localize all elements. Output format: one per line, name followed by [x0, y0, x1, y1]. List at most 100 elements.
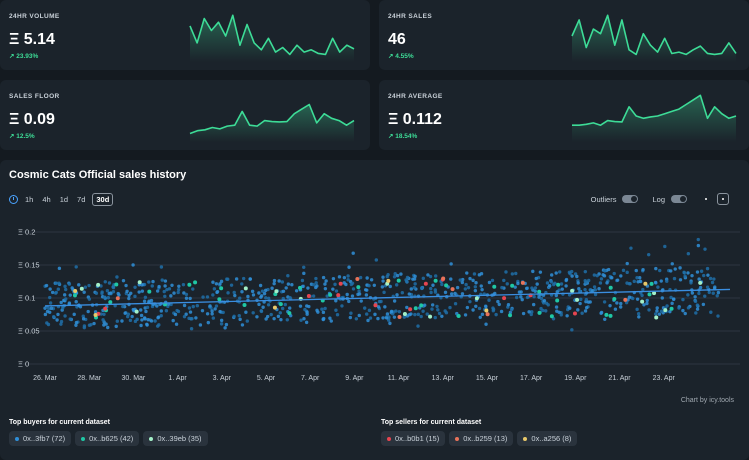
highlighted-sale-point — [456, 313, 461, 318]
sale-points — [43, 237, 721, 332]
sale-point — [261, 305, 265, 309]
sale-point — [195, 303, 200, 308]
sale-point — [681, 308, 685, 313]
top-buyers-list: 0x..3fb7 (72) 0x..b625 (42) 0x..39eb (35… — [9, 431, 208, 446]
small-dot-view-button[interactable] — [701, 194, 711, 204]
buyer-chip[interactable]: 0x..3fb7 (72) — [9, 431, 72, 446]
buyer-chip-label: 0x..b625 (42) — [89, 434, 134, 443]
sale-point — [159, 314, 163, 318]
sale-point — [413, 312, 417, 317]
sale-point — [125, 289, 129, 293]
sale-point — [538, 270, 543, 274]
sale-point — [145, 305, 150, 310]
sale-point — [573, 272, 578, 276]
highlighted-sale-point — [649, 281, 654, 286]
sale-point — [402, 315, 407, 319]
sale-point — [288, 306, 292, 310]
outliers-toggle[interactable] — [622, 195, 639, 203]
sale-point — [530, 286, 534, 290]
sale-point — [510, 307, 514, 312]
sale-point — [334, 299, 338, 303]
seller-chip-label: 0x..b259 (13) — [463, 434, 508, 443]
highlighted-sale-point — [274, 289, 279, 294]
range-30d-button[interactable]: 30d — [92, 193, 114, 206]
sales-scatter-chart[interactable]: Ξ 0 Ξ 0.05 Ξ 0.1 Ξ 0.15 Ξ 0.2 26. Mar 28. Mar 3… — [0, 218, 749, 393]
sale-point — [474, 281, 478, 285]
sale-point — [658, 268, 662, 273]
sale-point — [323, 306, 327, 311]
sale-point — [366, 318, 370, 323]
sale-point — [205, 295, 210, 299]
highlighted-sale-point — [397, 314, 402, 319]
sale-point — [635, 307, 639, 312]
x-tick-label: 23. Apr — [653, 375, 676, 382]
sale-point — [259, 295, 263, 299]
log-toggle[interactable] — [671, 195, 687, 203]
dot-icon — [705, 198, 707, 200]
sale-point — [431, 283, 435, 287]
sale-point — [494, 312, 498, 317]
sale-point — [681, 297, 685, 302]
sale-point — [673, 267, 677, 271]
sale-point — [429, 286, 433, 291]
sale-point — [368, 316, 373, 320]
sale-point — [549, 273, 554, 277]
highlighted-sale-point — [669, 306, 674, 311]
sale-point — [44, 283, 49, 288]
sale-point — [564, 277, 569, 282]
sale-point — [404, 278, 408, 282]
sale-point — [383, 305, 387, 309]
chart-options: Outliers Log — [591, 193, 729, 205]
sale-point — [601, 273, 605, 277]
sale-point — [226, 277, 230, 281]
sale-point — [174, 322, 179, 326]
sale-point — [135, 317, 139, 322]
sale-point — [48, 295, 52, 300]
sale-point — [280, 306, 285, 311]
sale-point — [232, 290, 236, 295]
highlighted-sale-point — [450, 287, 455, 292]
range-1d-button[interactable]: 1d — [59, 195, 69, 204]
sale-point — [198, 323, 203, 327]
sale-point — [279, 317, 283, 322]
large-dot-view-button[interactable] — [717, 193, 729, 205]
sale-point — [278, 311, 282, 315]
sale-point — [478, 315, 482, 319]
sale-point — [465, 271, 469, 275]
sparkline-area — [190, 15, 354, 62]
sale-point — [597, 287, 601, 291]
chart-credit[interactable]: Chart by icy.tools — [680, 397, 734, 404]
highlighted-sale-point — [402, 312, 407, 317]
sale-point — [210, 312, 214, 316]
sale-point — [701, 302, 706, 307]
buyer-chip[interactable]: 0x..39eb (35) — [143, 431, 208, 446]
range-1h-button[interactable]: 1h — [25, 195, 34, 204]
sale-point — [519, 290, 523, 294]
seller-chip[interactable]: 0x..b259 (13) — [449, 431, 514, 446]
sale-point — [521, 311, 526, 316]
sale-point — [240, 323, 245, 327]
sale-point — [637, 315, 641, 319]
sale-point — [177, 284, 181, 288]
sale-point — [559, 313, 563, 317]
range-7d-button[interactable]: 7d — [77, 195, 86, 204]
sale-point — [299, 318, 303, 322]
buyer-color-dot — [149, 436, 154, 441]
buyer-chip[interactable]: 0x..b625 (42) — [75, 431, 140, 446]
sale-point — [615, 278, 620, 282]
sale-point — [610, 276, 614, 280]
x-tick-label: 15. Apr — [476, 375, 499, 382]
sale-point — [544, 301, 549, 305]
sale-point — [628, 282, 632, 286]
sale-point — [668, 309, 672, 314]
range-4h-button[interactable]: 4h — [42, 195, 51, 204]
sale-point — [437, 311, 442, 316]
sale-point — [471, 308, 475, 312]
sale-point — [411, 277, 415, 281]
sale-point — [61, 306, 65, 310]
highlighted-sale-point — [306, 294, 311, 299]
seller-chip[interactable]: 0x..b0b1 (15) — [381, 431, 446, 446]
sale-point — [169, 294, 173, 298]
seller-chip[interactable]: 0x..a256 (8) — [517, 431, 578, 446]
sale-point — [302, 271, 306, 276]
